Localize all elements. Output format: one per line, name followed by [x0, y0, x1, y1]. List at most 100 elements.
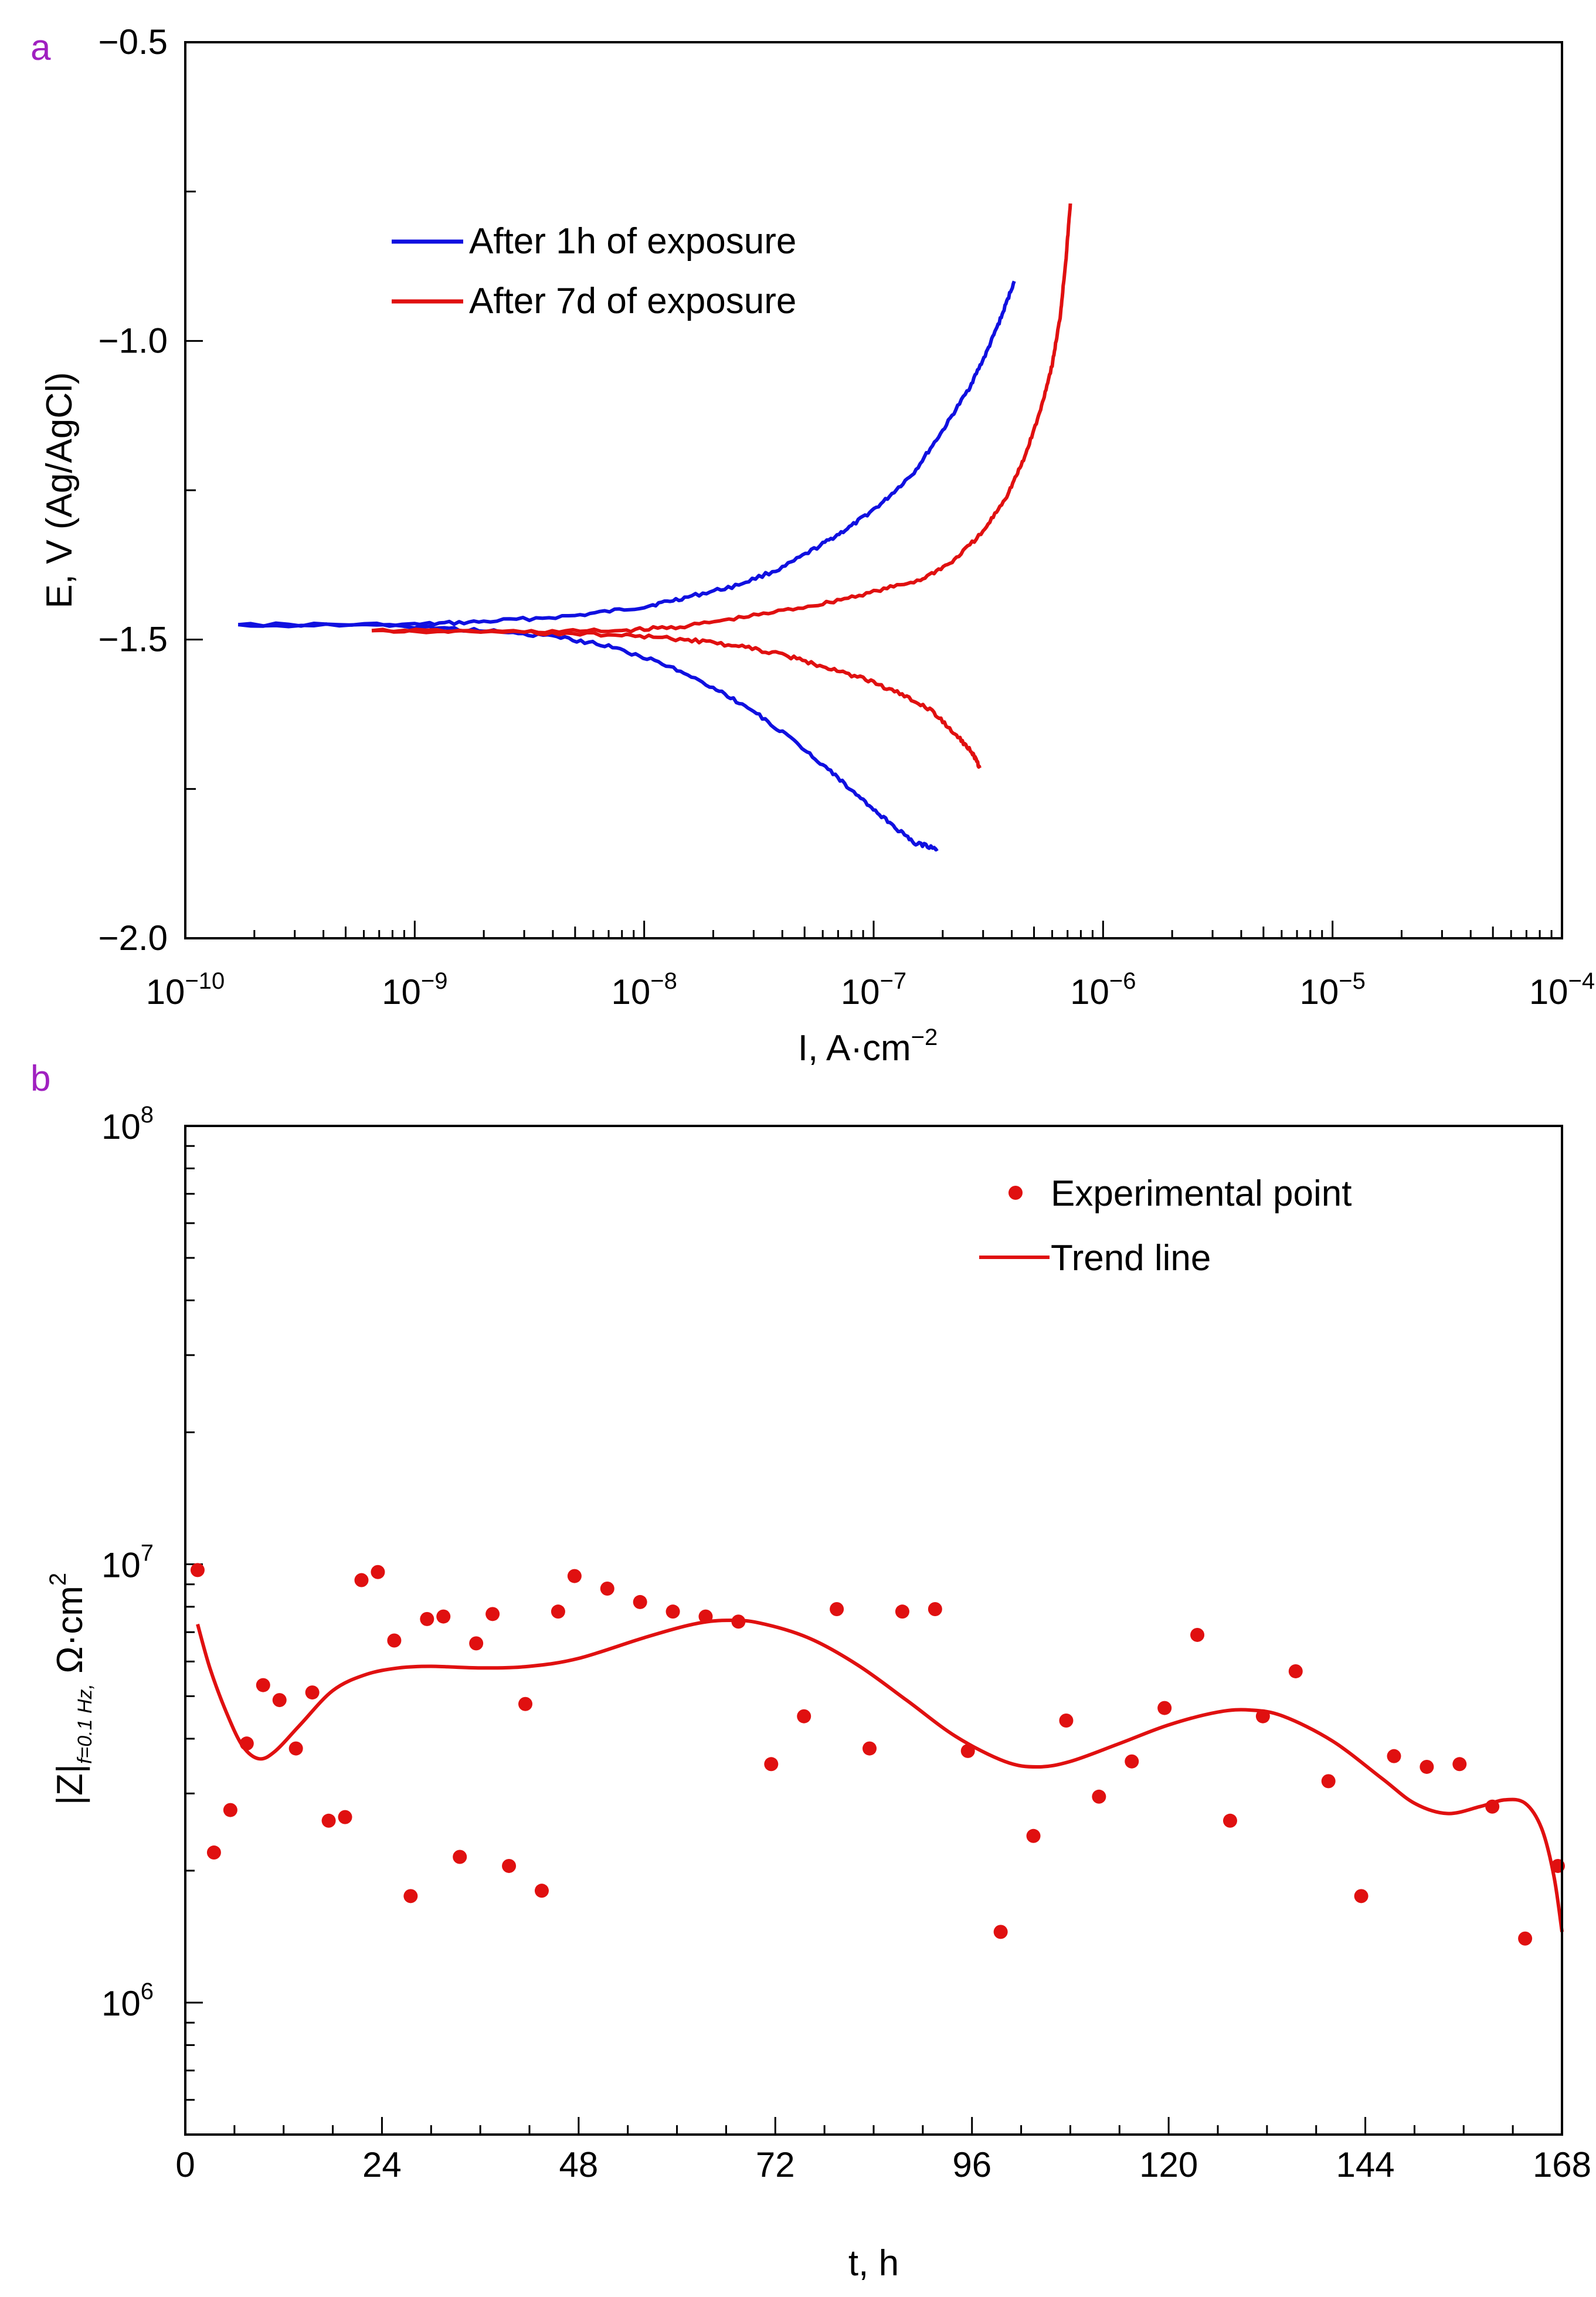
x-tick-label: 168: [1533, 2145, 1591, 2184]
x-tick-label: 10−10: [146, 968, 225, 1012]
y-tick-label: −1.5: [99, 620, 168, 659]
x-tick-label: 10−6: [1070, 968, 1136, 1012]
panel-a-x-tick-labels: 10−10 10−9 10−8 10−7 10−6 10−5 10−4: [146, 968, 1595, 1012]
data-point: [600, 1581, 614, 1596]
data-point: [764, 1757, 779, 1772]
data-point: [420, 1611, 434, 1626]
data-point: [485, 1607, 500, 1621]
data-point: [567, 1569, 582, 1583]
data-point: [403, 1889, 418, 1904]
series-line-1h-cathodic: [237, 622, 939, 852]
data-point: [1288, 1664, 1303, 1678]
panel-b-frame: [184, 1125, 1563, 2136]
data-point: [960, 1743, 975, 1758]
legend-label-7d: After 7d of exposure: [469, 281, 796, 321]
data-point: [1255, 1709, 1270, 1723]
panel-b-ylabel-main: |Z|: [50, 1764, 90, 1805]
panel-b-legend: Experimental point Trend line: [979, 1173, 1352, 1278]
data-point: [1190, 1627, 1205, 1642]
panel-b-data: [190, 1563, 1566, 1946]
data-point: [830, 1602, 844, 1617]
data-point: [1223, 1813, 1237, 1828]
data-point: [1092, 1789, 1106, 1804]
y-tick-label: −1.0: [99, 321, 168, 360]
x-tick-label: 24: [362, 2145, 402, 2184]
x-tick-label: 10−7: [841, 968, 906, 1012]
panel-a-curves: [237, 203, 1072, 852]
panel-a-xlabel: I, A·cm: [798, 1028, 911, 1068]
series-line-7d-anodic: [371, 203, 1072, 635]
data-point: [518, 1697, 533, 1711]
data-point: [1485, 1799, 1500, 1814]
data-point: [1157, 1701, 1172, 1715]
panel-b-label: b: [30, 1058, 50, 1099]
x-tick-label: 10−5: [1299, 968, 1365, 1012]
data-point: [469, 1636, 484, 1651]
panel-a-x-axis-title: I, A·cm−2: [798, 1024, 938, 1068]
data-point: [698, 1609, 713, 1624]
data-point: [453, 1850, 467, 1864]
x-tick-label: 10−8: [611, 968, 677, 1012]
panel-a-label: a: [30, 28, 51, 68]
data-point: [338, 1810, 352, 1824]
data-point: [256, 1678, 270, 1692]
x-tick-label: 72: [756, 2145, 795, 2184]
data-point: [1059, 1714, 1074, 1728]
data-point: [190, 1563, 205, 1577]
data-point: [1026, 1828, 1041, 1843]
panel-a-xlabel-sup: −2: [911, 1024, 938, 1050]
legend-label-points: Experimental point: [1051, 1173, 1352, 1214]
y-tick-label: −0.5: [99, 22, 168, 62]
panel-b: b 0 24 48 72 96 120 144 168 106 107 108 t, h |Z|f…: [30, 1058, 1591, 2284]
legend-label-1h: After 1h of exposure: [469, 221, 796, 262]
data-point: [928, 1602, 942, 1617]
panel-b-xlabel: t, h: [848, 2243, 899, 2284]
svg-text:|Z|f=0.1 Hz, Ω·cm2: |Z|f=0.1 Hz, Ω·cm2: [45, 1573, 96, 1805]
panel-b-minor-ticks: [184, 1125, 1563, 2136]
x-tick-label: 96: [952, 2145, 991, 2184]
legend-marker-points: [1008, 1186, 1023, 1200]
data-point: [862, 1741, 877, 1756]
data-point: [1321, 1774, 1336, 1789]
data-point: [1420, 1759, 1434, 1774]
panel-a-legend: After 1h of exposure After 7d of exposur…: [392, 221, 796, 321]
data-point: [1125, 1754, 1139, 1769]
x-tick-label: 10−4: [1529, 968, 1595, 1012]
data-point: [387, 1633, 402, 1648]
data-point: [665, 1604, 680, 1619]
data-point: [436, 1609, 451, 1624]
data-point: [239, 1736, 254, 1751]
data-point: [354, 1573, 369, 1587]
panel-a-ylabel: E, V (Ag/AgCl): [39, 372, 80, 608]
data-point: [633, 1594, 647, 1609]
trend-line: [196, 1618, 1564, 1932]
panel-b-ylabel-unit: Ω·cm: [50, 1586, 90, 1674]
x-tick-label: 10−9: [382, 968, 447, 1012]
data-point: [534, 1884, 549, 1898]
x-tick-label: 120: [1139, 2145, 1198, 2184]
panel-a: a 10−10 10−9 10−8 10−7 10−6 10−5 10−4 −0.5 −1.0…: [30, 22, 1595, 1068]
data-point: [223, 1803, 237, 1817]
data-point: [895, 1604, 909, 1619]
panel-a-frame: [184, 41, 1563, 939]
data-point: [371, 1565, 385, 1579]
data-point: [551, 1604, 565, 1619]
y-tick-label: 108: [101, 1102, 154, 1146]
data-point: [502, 1858, 517, 1873]
panel-a-y-tick-labels: −0.5 −1.0 −1.5 −2.0: [99, 22, 168, 958]
series-line-7d-cathodic: [372, 628, 982, 769]
panel-b-ylabel-sub: f=0.1 Hz,: [74, 1684, 96, 1764]
y-tick-label: 107: [101, 1540, 154, 1585]
data-point: [272, 1693, 287, 1708]
x-tick-label: 144: [1336, 2145, 1395, 2184]
panel-b-x-tick-labels: 0 24 48 72 96 120 144 168: [175, 2145, 1591, 2184]
data-point: [288, 1741, 303, 1756]
data-point: [1452, 1757, 1467, 1772]
series-line-1h-anodic: [237, 280, 1016, 628]
data-point: [1518, 1931, 1533, 1946]
data-point: [797, 1709, 811, 1723]
x-tick-label: 48: [559, 2145, 598, 2184]
y-tick-label: −2.0: [99, 918, 168, 958]
data-point: [731, 1614, 746, 1629]
